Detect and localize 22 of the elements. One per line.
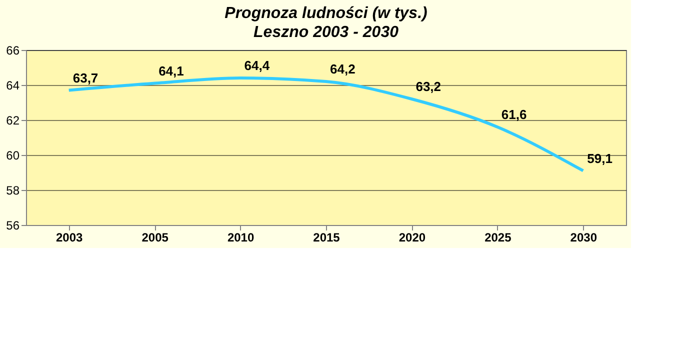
data-label: 64,4 bbox=[244, 58, 270, 73]
x-tick-label: 2015 bbox=[313, 230, 340, 244]
chart-subtitle: Leszno 2003 - 2030 bbox=[254, 24, 399, 41]
data-label: 64,1 bbox=[158, 63, 184, 78]
x-tick-label: 2025 bbox=[484, 230, 512, 244]
x-tick-label: 2005 bbox=[142, 230, 169, 244]
chart-title: Prognoza ludności (w tys.) bbox=[224, 5, 428, 22]
data-label: 61,6 bbox=[501, 107, 527, 122]
data-label: 63,7 bbox=[72, 70, 98, 86]
x-tick-label: 2030 bbox=[570, 230, 598, 244]
data-label: 64,2 bbox=[330, 62, 356, 76]
x-tick-label: 2010 bbox=[227, 230, 254, 244]
y-tick-label: 66 bbox=[6, 44, 20, 58]
data-label: 63,2 bbox=[416, 79, 442, 94]
x-tick-label: 2003 bbox=[56, 230, 84, 244]
x-tick-label: 2020 bbox=[398, 230, 426, 244]
y-tick-label: 62 bbox=[6, 114, 20, 128]
y-tick-label: 56 bbox=[6, 218, 20, 232]
y-tick-label: 64 bbox=[6, 78, 20, 92]
y-tick-label: 60 bbox=[6, 148, 20, 162]
data-label: 59,1 bbox=[587, 150, 612, 166]
y-tick-label: 58 bbox=[6, 184, 20, 198]
